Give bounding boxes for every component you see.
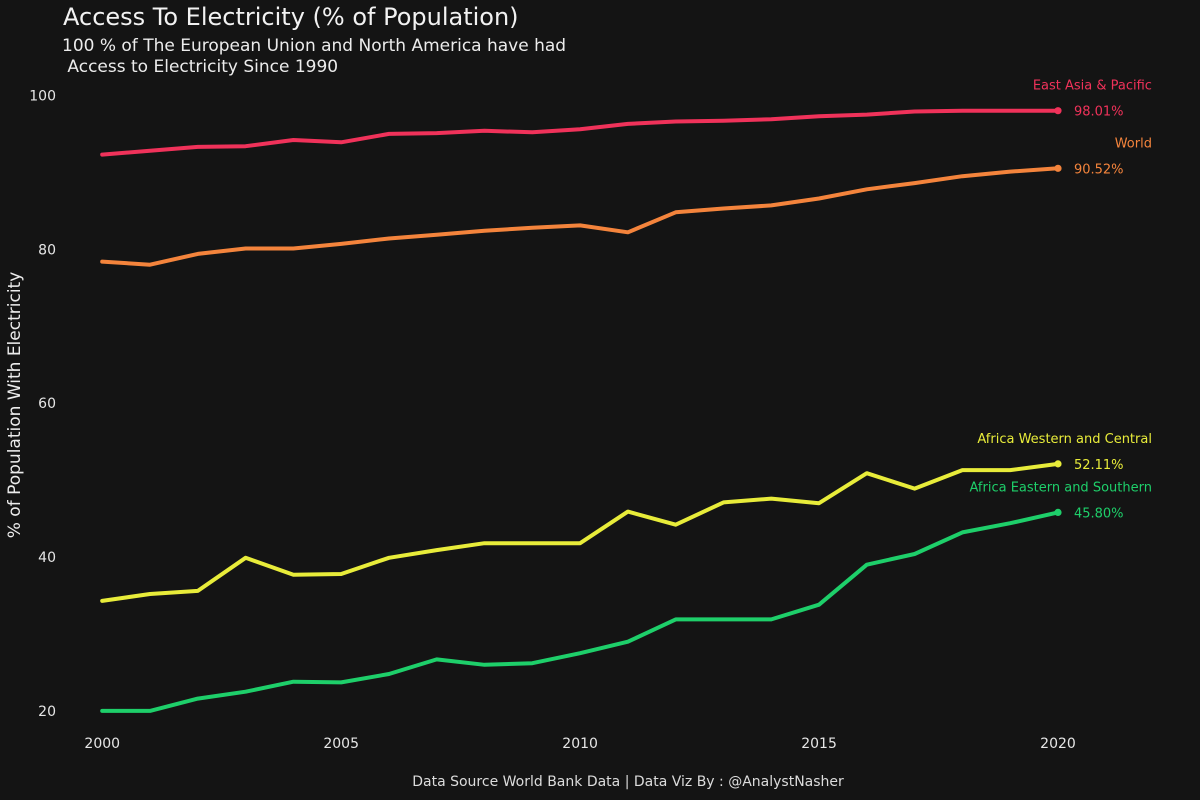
series-name-label: World <box>1115 136 1152 151</box>
data-source-caption: Data Source World Bank Data | Data Viz B… <box>412 774 844 790</box>
x-tick-label: 2010 <box>562 736 598 752</box>
y-tick-label: 80 <box>38 242 56 258</box>
series-name-label: Africa Western and Central <box>977 432 1152 447</box>
series-east-asia-pacific: East Asia & Pacific 98.01% <box>100 79 1152 157</box>
series-value-label: 52.11% <box>1074 458 1124 473</box>
series-value-label: 45.80% <box>1074 506 1124 521</box>
series-value-label: 90.52% <box>1074 162 1124 177</box>
series-world: World 90.52% <box>100 136 1152 267</box>
series-line <box>100 461 1060 603</box>
series-value-label: 98.01% <box>1074 105 1124 120</box>
y-tick-label: 20 <box>38 704 56 720</box>
series-end-point <box>1054 460 1062 468</box>
series-end-point <box>1054 107 1062 115</box>
y-tick-label: 100 <box>29 88 56 104</box>
x-tick-label: 2000 <box>84 736 120 752</box>
series-line <box>100 108 1060 157</box>
chart-title: Access To Electricity (% of Population) <box>63 3 519 31</box>
y-tick-label: 60 <box>38 396 56 412</box>
y-axis: 20 40 60 80 100 <box>29 88 56 720</box>
x-tick-label: 2005 <box>323 736 359 752</box>
series-end-point <box>1054 508 1062 517</box>
series-end-point <box>1054 164 1062 172</box>
y-axis-title: % of Population With Electricity <box>5 272 25 539</box>
chart-subtitle: 100 % of The European Union and North Am… <box>62 36 567 77</box>
series-africa-eastern-and-southern: Africa Eastern and Southern 45.80% <box>100 480 1152 713</box>
x-tick-label: 2020 <box>1040 736 1076 752</box>
x-tick-label: 2015 <box>801 736 837 752</box>
series-name-label: East Asia & Pacific <box>1033 79 1152 94</box>
series-line <box>100 510 1060 713</box>
series-layer: East Asia & Pacific 98.01% World 90.52% Afri… <box>100 79 1152 713</box>
series-line <box>100 166 1060 267</box>
series-africa-western-and-central: Africa Western and Central 52.11% <box>100 432 1152 603</box>
x-axis: 2000 2005 2010 2015 2020 <box>84 736 1075 752</box>
series-name-label: Africa Eastern and Southern <box>969 480 1151 495</box>
y-tick-label: 40 <box>38 550 56 566</box>
